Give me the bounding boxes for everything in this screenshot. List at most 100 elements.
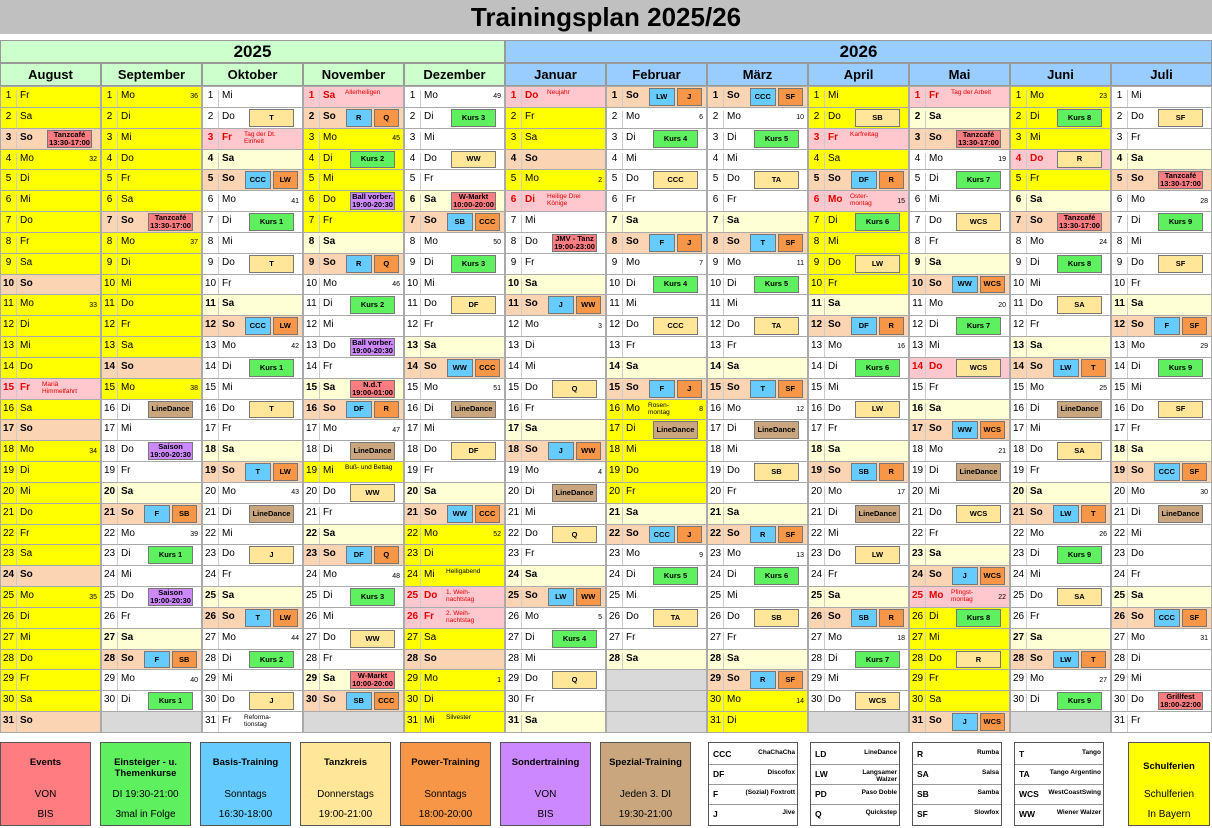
- weekday: So: [525, 298, 538, 310]
- legend-box: Schulferien Schulferien In Bayern: [1128, 742, 1210, 826]
- day-cell: 8 Do JMV - Tanz 19:00-23:00: [505, 231, 606, 254]
- weekday: Fr: [626, 485, 636, 497]
- day-cell: 27 Mo 44: [202, 627, 303, 650]
- day-note: 1. Weih- nachtstag: [446, 589, 475, 604]
- event: J: [548, 296, 574, 315]
- abbrev-name: Wiener Walzer: [1056, 809, 1101, 816]
- day-number: 27: [1112, 631, 1128, 649]
- day-number: 16: [1112, 402, 1128, 420]
- day-cell: 9 Sa: [909, 252, 1010, 275]
- day-cell: 31 So: [0, 711, 101, 733]
- weekday: Di: [424, 694, 434, 706]
- week-number: 19: [998, 155, 1006, 163]
- day-cell: 31 So J WCS: [909, 711, 1010, 733]
- weekday: Do: [525, 381, 538, 393]
- day-number: 28: [304, 652, 320, 670]
- day-cell: 5 Di Kurs 7: [909, 169, 1010, 192]
- day-cell: 11 Mo 20: [909, 294, 1010, 317]
- day-cell: 11 Di Kurs 2: [303, 294, 404, 317]
- day-number: 16: [506, 402, 522, 420]
- day-cell: 15 Mi: [808, 377, 909, 400]
- day-number: 30: [304, 694, 320, 712]
- day-number: 5: [203, 173, 219, 191]
- day-number: 12: [304, 319, 320, 337]
- event: Kurs 8: [956, 608, 1001, 627]
- event: Kurs 6: [754, 567, 799, 586]
- day-number: 18: [708, 444, 724, 462]
- day-cell: 30 Di: [404, 690, 505, 713]
- day-cell: 17 So WW WCS: [909, 419, 1010, 442]
- day-number: 30: [1, 694, 17, 712]
- event: Kurs 3: [350, 588, 395, 606]
- day-cell: 22 Fr: [909, 523, 1010, 546]
- day-number: 8: [708, 235, 724, 253]
- day-cell: 6 Mo 28: [1111, 190, 1212, 213]
- event: DF: [346, 546, 372, 565]
- weekday: Sa: [121, 340, 134, 352]
- legend-box: Einsteiger - u. Themenkurse DI 19:30-21:0…: [100, 742, 191, 826]
- day-cell: 25 Mi: [707, 586, 808, 608]
- day-number: 19: [809, 465, 825, 482]
- day-cell: 10 Fr: [202, 273, 303, 296]
- empty-cell: [606, 669, 707, 692]
- day-number: 7: [405, 215, 421, 232]
- day-number: 8: [1011, 235, 1027, 253]
- weekday: Mo: [1131, 631, 1145, 643]
- day-number: 5: [1011, 173, 1027, 191]
- day-number: 10: [1112, 277, 1128, 295]
- day-number: 30: [910, 694, 926, 712]
- legend-title: Sondertraining: [511, 757, 580, 768]
- weekday: Fr: [222, 569, 232, 581]
- day-number: 10: [910, 277, 926, 295]
- day-number: 2: [1112, 110, 1128, 128]
- week-number: 38: [190, 385, 198, 393]
- event: TA: [653, 608, 698, 627]
- abbrev-box: R Rumba SA Salsa SB Samba SF Slowfox: [912, 742, 1002, 826]
- weekday: So: [727, 673, 740, 685]
- weekday: Mi: [222, 381, 233, 393]
- event: F: [144, 650, 170, 669]
- day-cell: 16 Sa: [909, 398, 1010, 421]
- weekday: Sa: [929, 256, 942, 268]
- weekday: So: [626, 90, 639, 101]
- day-cell: 3 Mi: [101, 127, 202, 150]
- weekday: Do: [222, 694, 235, 706]
- event: CCC: [653, 317, 698, 336]
- day-number: 3: [1, 131, 17, 149]
- day-cell: 12 Fr: [404, 315, 505, 338]
- weekday: Mi: [727, 298, 738, 310]
- weekday: Fr: [1131, 715, 1141, 727]
- weekday: So: [929, 569, 942, 581]
- day-number: 21: [506, 506, 522, 524]
- weekday: Mi: [1131, 673, 1142, 685]
- day-number: 14: [708, 360, 724, 378]
- weekday: So: [121, 360, 134, 372]
- day-number: 6: [607, 194, 623, 212]
- weekday: Mi: [1030, 277, 1041, 289]
- week-number: 50: [493, 239, 501, 247]
- day-number: 29: [506, 673, 522, 691]
- event: Kurs 9: [1057, 692, 1102, 711]
- weekday: Mo: [121, 90, 135, 101]
- week-number: 9: [699, 551, 703, 559]
- day-cell: 14 So WW CCC: [404, 356, 505, 379]
- weekday: Fr: [121, 610, 131, 622]
- day-number: 8: [506, 235, 522, 253]
- day-cell: 28 So: [404, 648, 505, 671]
- event: LineDance: [653, 421, 698, 440]
- event: WCS: [979, 713, 1005, 731]
- weekday: Mo: [1131, 485, 1145, 497]
- day-cell: 5 So Tanzcafé 13:30-17:00: [1111, 169, 1212, 192]
- day-number: 21: [1112, 506, 1128, 524]
- day-number: 18: [809, 444, 825, 462]
- weekday: So: [828, 465, 841, 477]
- day-cell: 12 Do CCC: [606, 315, 707, 338]
- legend-box: Spezial-Training Jeden 3. DI 19:30-21:00: [600, 742, 691, 826]
- weekday: Mo: [828, 194, 843, 206]
- weekday: Di: [222, 215, 232, 227]
- day-cell: 28 Sa: [606, 648, 707, 671]
- month-header: März: [707, 63, 808, 86]
- day-number: 28: [809, 652, 825, 670]
- weekday: Fr: [424, 173, 434, 185]
- event: LineDance: [552, 483, 597, 502]
